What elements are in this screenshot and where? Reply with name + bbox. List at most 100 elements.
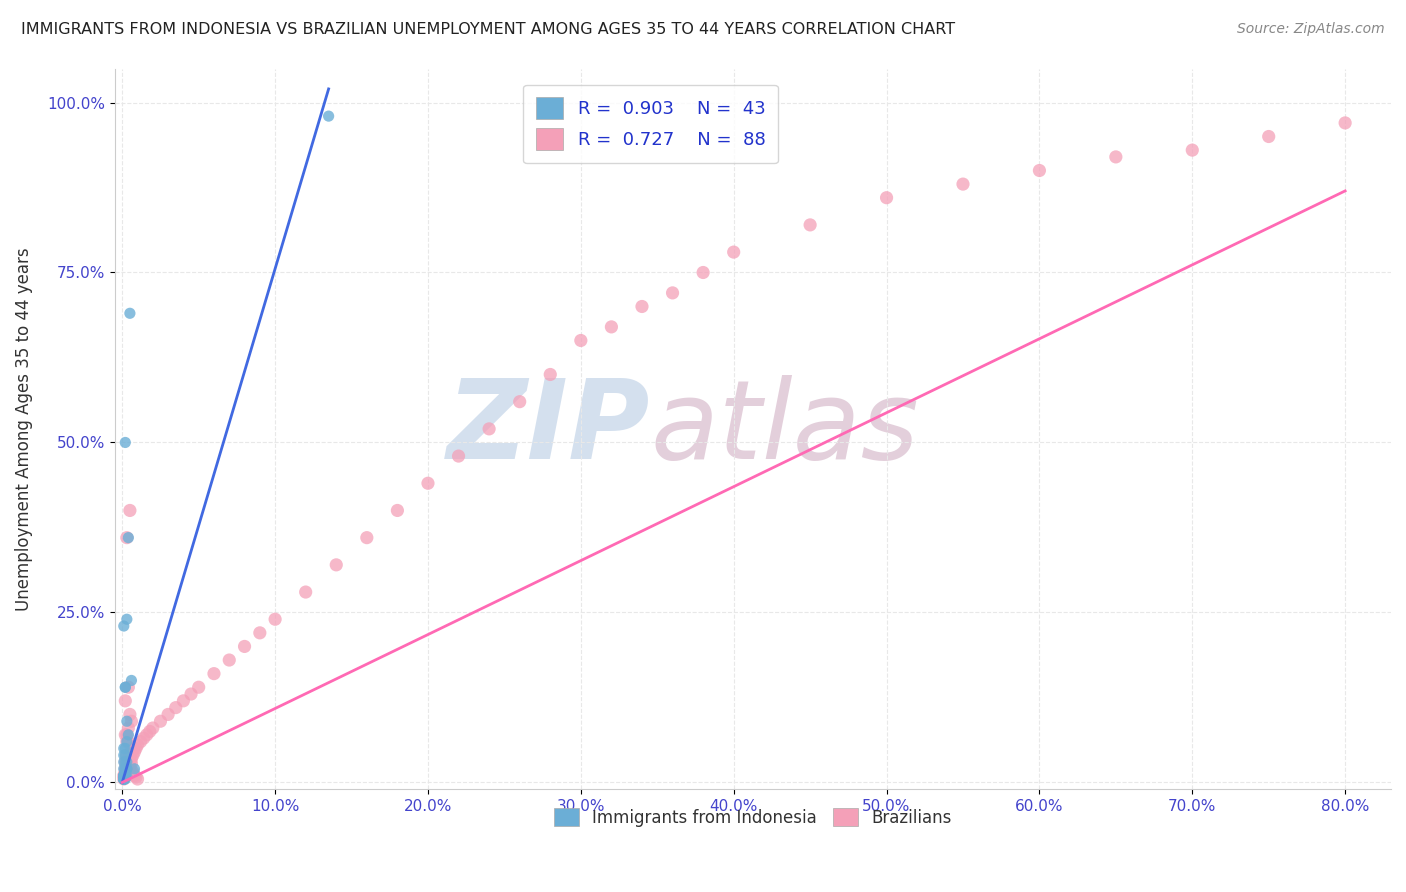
Point bbox=[118, 760, 141, 774]
Point bbox=[1257, 129, 1279, 144]
Point bbox=[631, 300, 654, 314]
Point bbox=[120, 741, 142, 756]
Point bbox=[112, 769, 135, 783]
Point bbox=[264, 612, 287, 626]
Point bbox=[114, 769, 136, 783]
Point bbox=[118, 707, 141, 722]
Point bbox=[117, 763, 139, 777]
Point bbox=[139, 724, 162, 739]
Point bbox=[294, 585, 316, 599]
Point bbox=[115, 755, 138, 769]
Point bbox=[115, 765, 138, 780]
Point bbox=[118, 306, 141, 320]
Point bbox=[723, 245, 745, 260]
Point bbox=[114, 762, 136, 776]
Point bbox=[218, 653, 240, 667]
Point bbox=[115, 762, 138, 776]
Point bbox=[569, 334, 592, 348]
Point bbox=[112, 619, 135, 633]
Point bbox=[115, 728, 138, 742]
Point bbox=[115, 734, 138, 748]
Text: IMMIGRANTS FROM INDONESIA VS BRAZILIAN UNEMPLOYMENT AMONG AGES 35 TO 44 YEARS CO: IMMIGRANTS FROM INDONESIA VS BRAZILIAN U… bbox=[21, 22, 955, 37]
Point bbox=[114, 769, 136, 783]
Point bbox=[249, 625, 271, 640]
Point bbox=[112, 772, 135, 786]
Point bbox=[124, 769, 146, 783]
Point bbox=[233, 640, 256, 654]
Point bbox=[135, 728, 157, 742]
Point bbox=[149, 714, 172, 729]
Point bbox=[114, 769, 136, 783]
Point bbox=[115, 762, 138, 776]
Point bbox=[124, 745, 146, 759]
Y-axis label: Unemployment Among Ages 35 to 44 years: Unemployment Among Ages 35 to 44 years bbox=[15, 247, 32, 611]
Point bbox=[112, 772, 135, 786]
Point bbox=[142, 721, 165, 735]
Point bbox=[124, 762, 146, 776]
Point bbox=[115, 762, 138, 776]
Point bbox=[115, 748, 138, 763]
Point bbox=[120, 751, 142, 765]
Point bbox=[114, 748, 136, 763]
Point bbox=[447, 449, 470, 463]
Point bbox=[115, 769, 138, 783]
Point bbox=[952, 177, 974, 191]
Text: Source: ZipAtlas.com: Source: ZipAtlas.com bbox=[1237, 22, 1385, 37]
Point bbox=[120, 673, 142, 688]
Point bbox=[187, 680, 209, 694]
Point bbox=[114, 755, 136, 769]
Point bbox=[112, 769, 135, 783]
Point bbox=[356, 531, 378, 545]
Point bbox=[692, 265, 714, 279]
Point bbox=[115, 762, 138, 776]
Point bbox=[661, 285, 683, 300]
Point bbox=[114, 741, 136, 756]
Point bbox=[122, 741, 145, 756]
Point bbox=[112, 769, 135, 783]
Text: ZIP: ZIP bbox=[447, 376, 651, 483]
Point bbox=[127, 772, 149, 786]
Point bbox=[127, 738, 149, 752]
Point bbox=[114, 435, 136, 450]
Point bbox=[117, 531, 139, 545]
Point bbox=[416, 476, 439, 491]
Point bbox=[118, 755, 141, 769]
Point bbox=[318, 109, 340, 123]
Point bbox=[129, 734, 152, 748]
Point bbox=[117, 755, 139, 769]
Point bbox=[114, 769, 136, 783]
Point bbox=[112, 769, 135, 783]
Point bbox=[117, 758, 139, 772]
Point bbox=[478, 422, 501, 436]
Point bbox=[125, 741, 148, 756]
Text: atlas: atlas bbox=[651, 376, 920, 483]
Point bbox=[125, 770, 148, 784]
Point bbox=[112, 748, 135, 763]
Point bbox=[112, 772, 135, 786]
Point bbox=[799, 218, 821, 232]
Point bbox=[117, 728, 139, 742]
Point bbox=[114, 772, 136, 786]
Point bbox=[114, 694, 136, 708]
Point bbox=[115, 755, 138, 769]
Point bbox=[112, 762, 135, 776]
Point bbox=[387, 503, 409, 517]
Point bbox=[114, 769, 136, 783]
Point bbox=[114, 765, 136, 780]
Point bbox=[1181, 143, 1204, 157]
Point bbox=[114, 680, 136, 694]
Point bbox=[172, 694, 194, 708]
Point bbox=[1334, 116, 1357, 130]
Point bbox=[876, 191, 898, 205]
Point bbox=[117, 758, 139, 772]
Point bbox=[118, 748, 141, 763]
Point bbox=[115, 714, 138, 729]
Point bbox=[112, 741, 135, 756]
Legend: Immigrants from Indonesia, Brazilians: Immigrants from Indonesia, Brazilians bbox=[546, 800, 960, 835]
Point bbox=[118, 762, 141, 776]
Point bbox=[132, 731, 155, 746]
Point bbox=[112, 772, 135, 786]
Point bbox=[112, 755, 135, 769]
Point bbox=[1028, 163, 1050, 178]
Point bbox=[112, 772, 135, 786]
